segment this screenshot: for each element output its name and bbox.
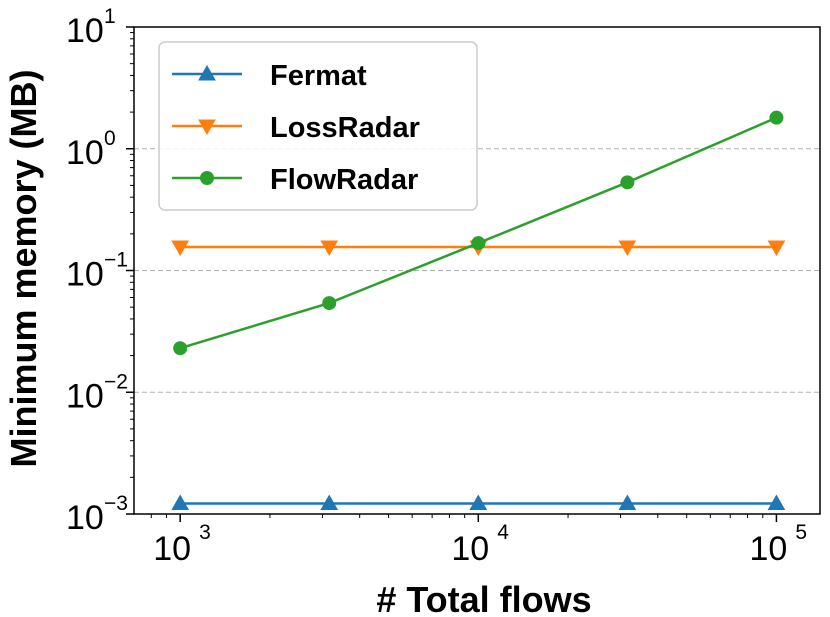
- legend-box: [158, 41, 478, 211]
- data-point-fermat: [618, 494, 637, 510]
- x-tick-exponent: 3: [199, 521, 211, 544]
- series-flowradar: [173, 110, 784, 356]
- x-axis-label: # Total flows: [376, 579, 591, 617]
- legend-marker-flowradar: [200, 171, 214, 185]
- y-axis-label: Minimum memory (MB): [3, 69, 44, 467]
- legend-marker-lossradar: [198, 119, 216, 136]
- legend-entry-lossradar: LossRadar: [172, 112, 420, 144]
- data-point-lossradar: [320, 240, 339, 256]
- x-tick-exponent: 5: [795, 521, 807, 544]
- x-tick-label: 10: [153, 530, 191, 568]
- y-tick-label: 10: [66, 256, 104, 294]
- y-tick-exponent: −3: [104, 492, 128, 515]
- data-point-fermat: [469, 494, 488, 510]
- y-tick-exponent: 0: [104, 127, 116, 150]
- x-tick-label: 10: [451, 530, 489, 568]
- data-point-lossradar: [171, 240, 190, 256]
- legend-label-flowradar: FlowRadar: [270, 164, 418, 196]
- data-point-flowradar: [471, 236, 486, 251]
- x-tick-exponent: 4: [497, 521, 509, 544]
- data-point-fermat: [171, 494, 190, 510]
- legend-label-lossradar: LossRadar: [270, 112, 420, 144]
- legend: Fermat LossRadar FlowRadar: [158, 41, 478, 211]
- data-point-fermat: [320, 494, 339, 510]
- legend-marker-fermat: [198, 64, 216, 81]
- data-point-flowradar: [173, 341, 188, 356]
- plot-series: [171, 110, 786, 510]
- data-point-flowradar: [620, 175, 635, 190]
- legend-entry-flowradar: FlowRadar: [172, 164, 418, 196]
- y-tick-label: 10: [66, 134, 104, 172]
- legend-label-fermat: Fermat: [270, 60, 367, 92]
- axis-ticks: 10 −310 −210 −110 010 110 3 10 4 10 5: [66, 5, 807, 568]
- y-tick-label: 10: [66, 12, 104, 50]
- data-point-flowradar: [769, 110, 784, 125]
- y-tick-label: 10: [66, 499, 104, 537]
- data-point-fermat: [767, 494, 786, 510]
- data-point-lossradar: [618, 240, 637, 256]
- series-fermat: [171, 494, 786, 510]
- x-tick-label: 10: [750, 530, 788, 568]
- y-tick-label: 10: [66, 377, 104, 415]
- y-tick-exponent: 1: [104, 5, 116, 28]
- y-tick-exponent: −1: [104, 249, 128, 272]
- data-point-flowradar: [322, 296, 337, 311]
- y-tick-exponent: −2: [104, 370, 128, 393]
- data-point-lossradar: [767, 240, 786, 256]
- legend-entry-fermat: Fermat: [172, 60, 367, 92]
